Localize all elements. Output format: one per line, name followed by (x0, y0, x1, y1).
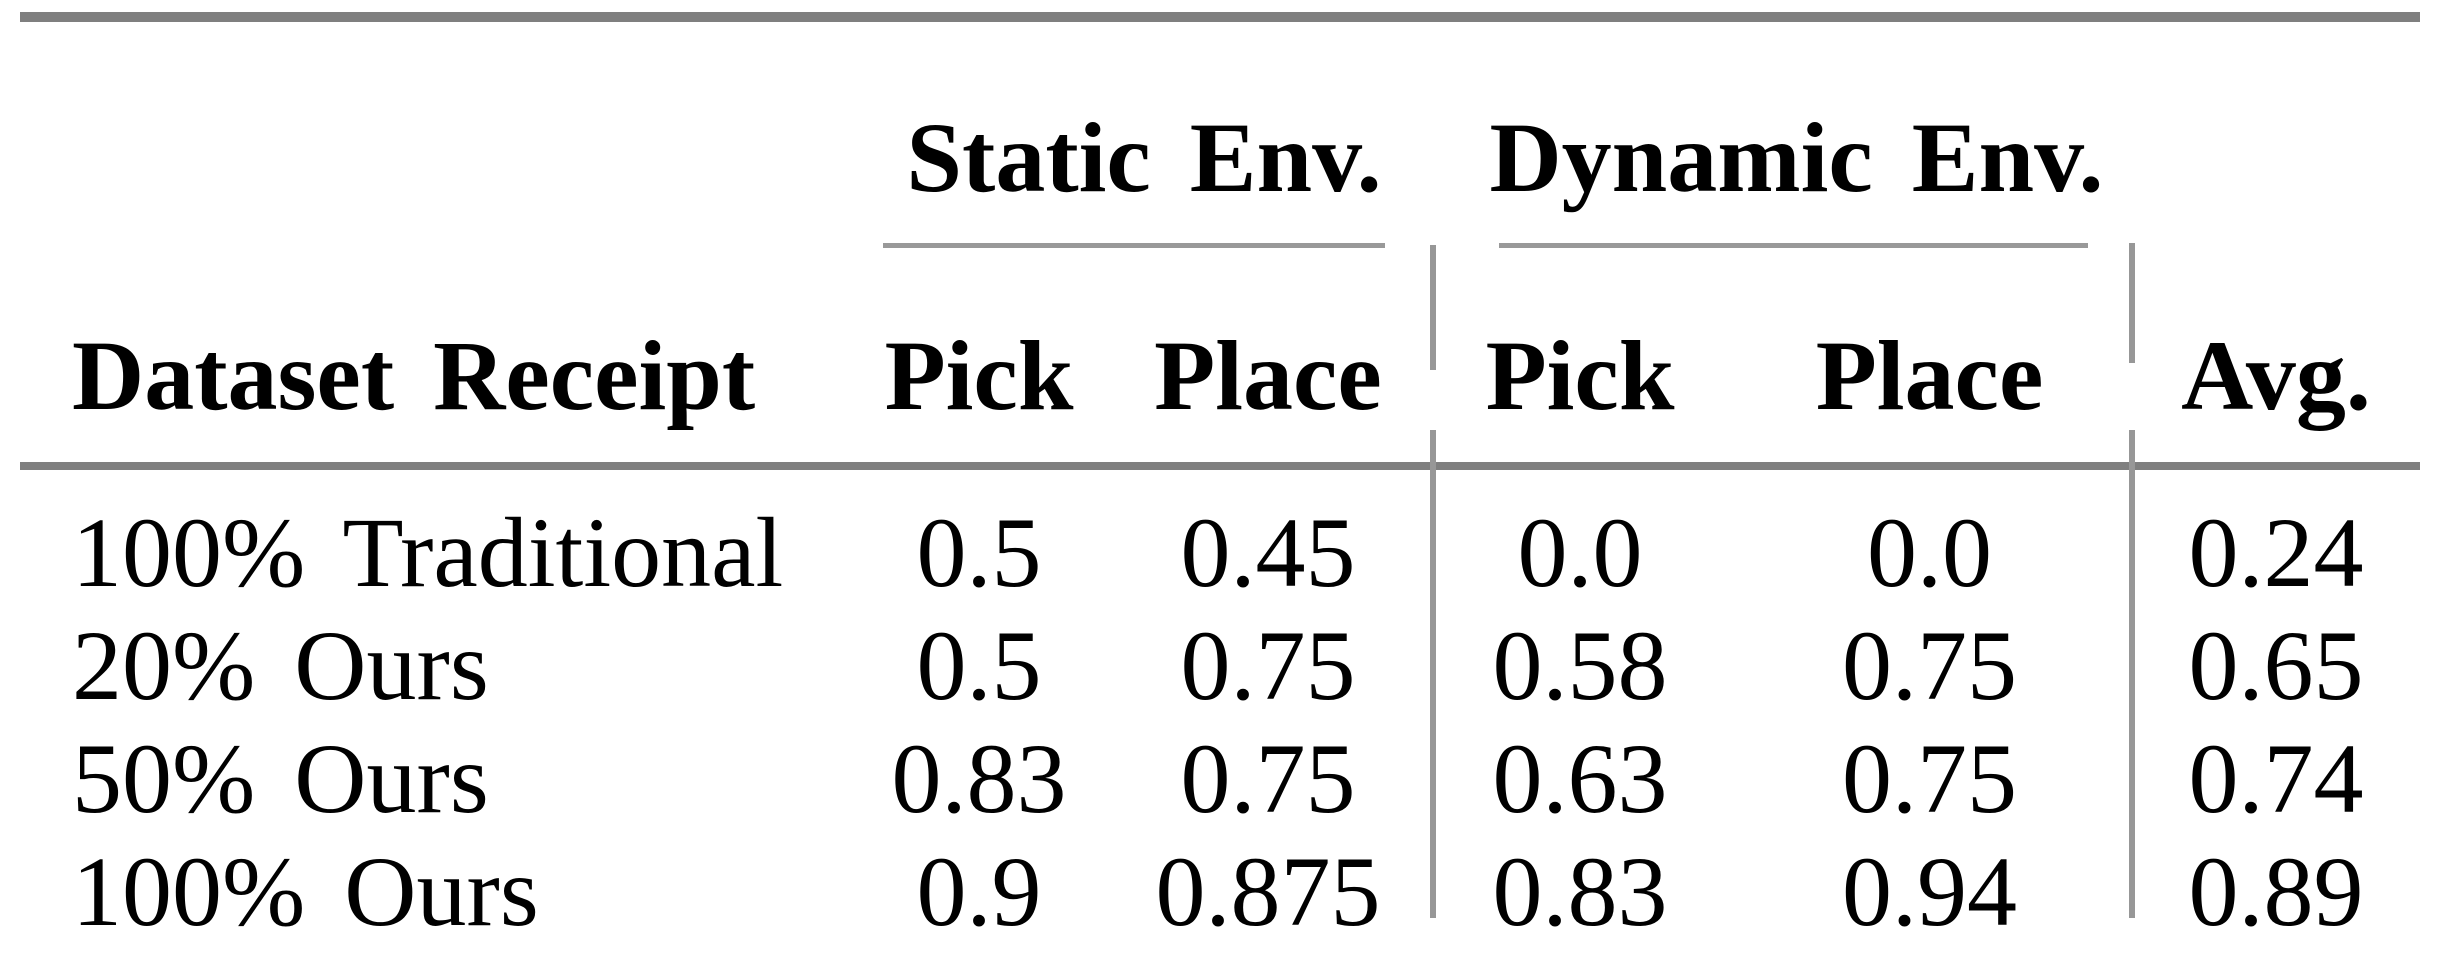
group-header-row: Static Env. Dynamic Env. (20, 17, 2420, 248)
cell-static-place: 0.875 (1155, 836, 1381, 947)
cell-static-pick: 0.5 (916, 610, 1042, 721)
cell-dynamic-pick: 0.58 (1492, 610, 1668, 721)
column-separator-static-dynamic-header (1430, 245, 1436, 370)
cell-avg: 0.74 (2188, 723, 2364, 834)
column-separator-dynamic-avg-body (2129, 430, 2135, 918)
row-label: 50% Ours (72, 723, 489, 834)
cell-dynamic-place: 0.94 (1842, 836, 2017, 947)
cell-static-place: 0.45 (1180, 497, 1356, 608)
cell-dynamic-place: 0.75 (1842, 723, 2017, 834)
cell-static-pick: 0.83 (891, 723, 1067, 834)
table-header: Static Env. Dynamic Env. Dataset Receipt… (20, 17, 2421, 470)
row-label: 20% Ours (72, 610, 489, 721)
table-row-100pct-ours: 100% Ours 0.9 0.875 0.83 0.94 0.89 (20, 835, 2420, 966)
table-row-20pct-ours: 20% Ours 0.5 0.75 0.58 0.75 0.65 (20, 609, 2420, 722)
table-row-50pct-ours: 50% Ours 0.83 0.75 0.63 0.75 0.74 (20, 722, 2420, 835)
col-header-dataset-receipt: Dataset Receipt (20, 248, 855, 470)
group-header-empty-avg-cell (2132, 17, 2420, 248)
results-table: Static Env. Dynamic Env. Dataset Receipt… (20, 12, 2421, 966)
col-header-dynamic-pick: Pick (1433, 248, 1727, 470)
dynamic-env-underline (1499, 243, 2089, 248)
cell-static-place: 0.75 (1180, 723, 1356, 834)
col-header-avg: Avg. (2132, 248, 2421, 470)
column-header-row: Dataset Receipt Pick Place Pick Place Av… (20, 248, 2421, 470)
cell-static-pick: 0.5 (916, 497, 1042, 608)
group-header-dynamic-env-label: Dynamic Env. (1489, 102, 2104, 213)
cell-static-pick: 0.9 (916, 836, 1042, 947)
col-header-dynamic-place: Place (1727, 248, 2133, 470)
row-label: 100% Ours (72, 836, 539, 947)
group-header-static-env-label: Static Env. (906, 102, 1382, 213)
cell-dynamic-pick: 0.63 (1492, 723, 1668, 834)
cell-dynamic-pick: 0.83 (1492, 836, 1668, 947)
group-header-static-env: Static Env. (855, 17, 1433, 248)
column-separator-static-dynamic-body (1430, 430, 1436, 918)
cell-avg: 0.89 (2188, 836, 2364, 947)
cell-dynamic-place: 0.75 (1842, 610, 2017, 721)
group-header-empty-cell (20, 17, 855, 248)
cell-dynamic-place: 0.0 (1867, 497, 1992, 608)
cell-avg: 0.65 (2188, 610, 2364, 721)
table-body: 100% Traditional 0.5 0.45 0.0 0.0 0.24 2… (20, 466, 2420, 966)
cell-static-place: 0.75 (1180, 610, 1356, 721)
column-separator-dynamic-avg-header (2129, 243, 2135, 363)
static-env-underline (883, 243, 1385, 248)
col-header-static-place: Place (1103, 248, 1433, 470)
table-row-100pct-traditional: 100% Traditional 0.5 0.45 0.0 0.0 0.24 (20, 466, 2420, 609)
col-header-static-pick: Pick (855, 248, 1103, 470)
row-label: 100% Traditional (72, 497, 784, 608)
cell-dynamic-pick: 0.0 (1517, 497, 1643, 608)
cell-avg: 0.24 (2188, 497, 2364, 608)
group-header-dynamic-env: Dynamic Env. (1433, 17, 2132, 248)
